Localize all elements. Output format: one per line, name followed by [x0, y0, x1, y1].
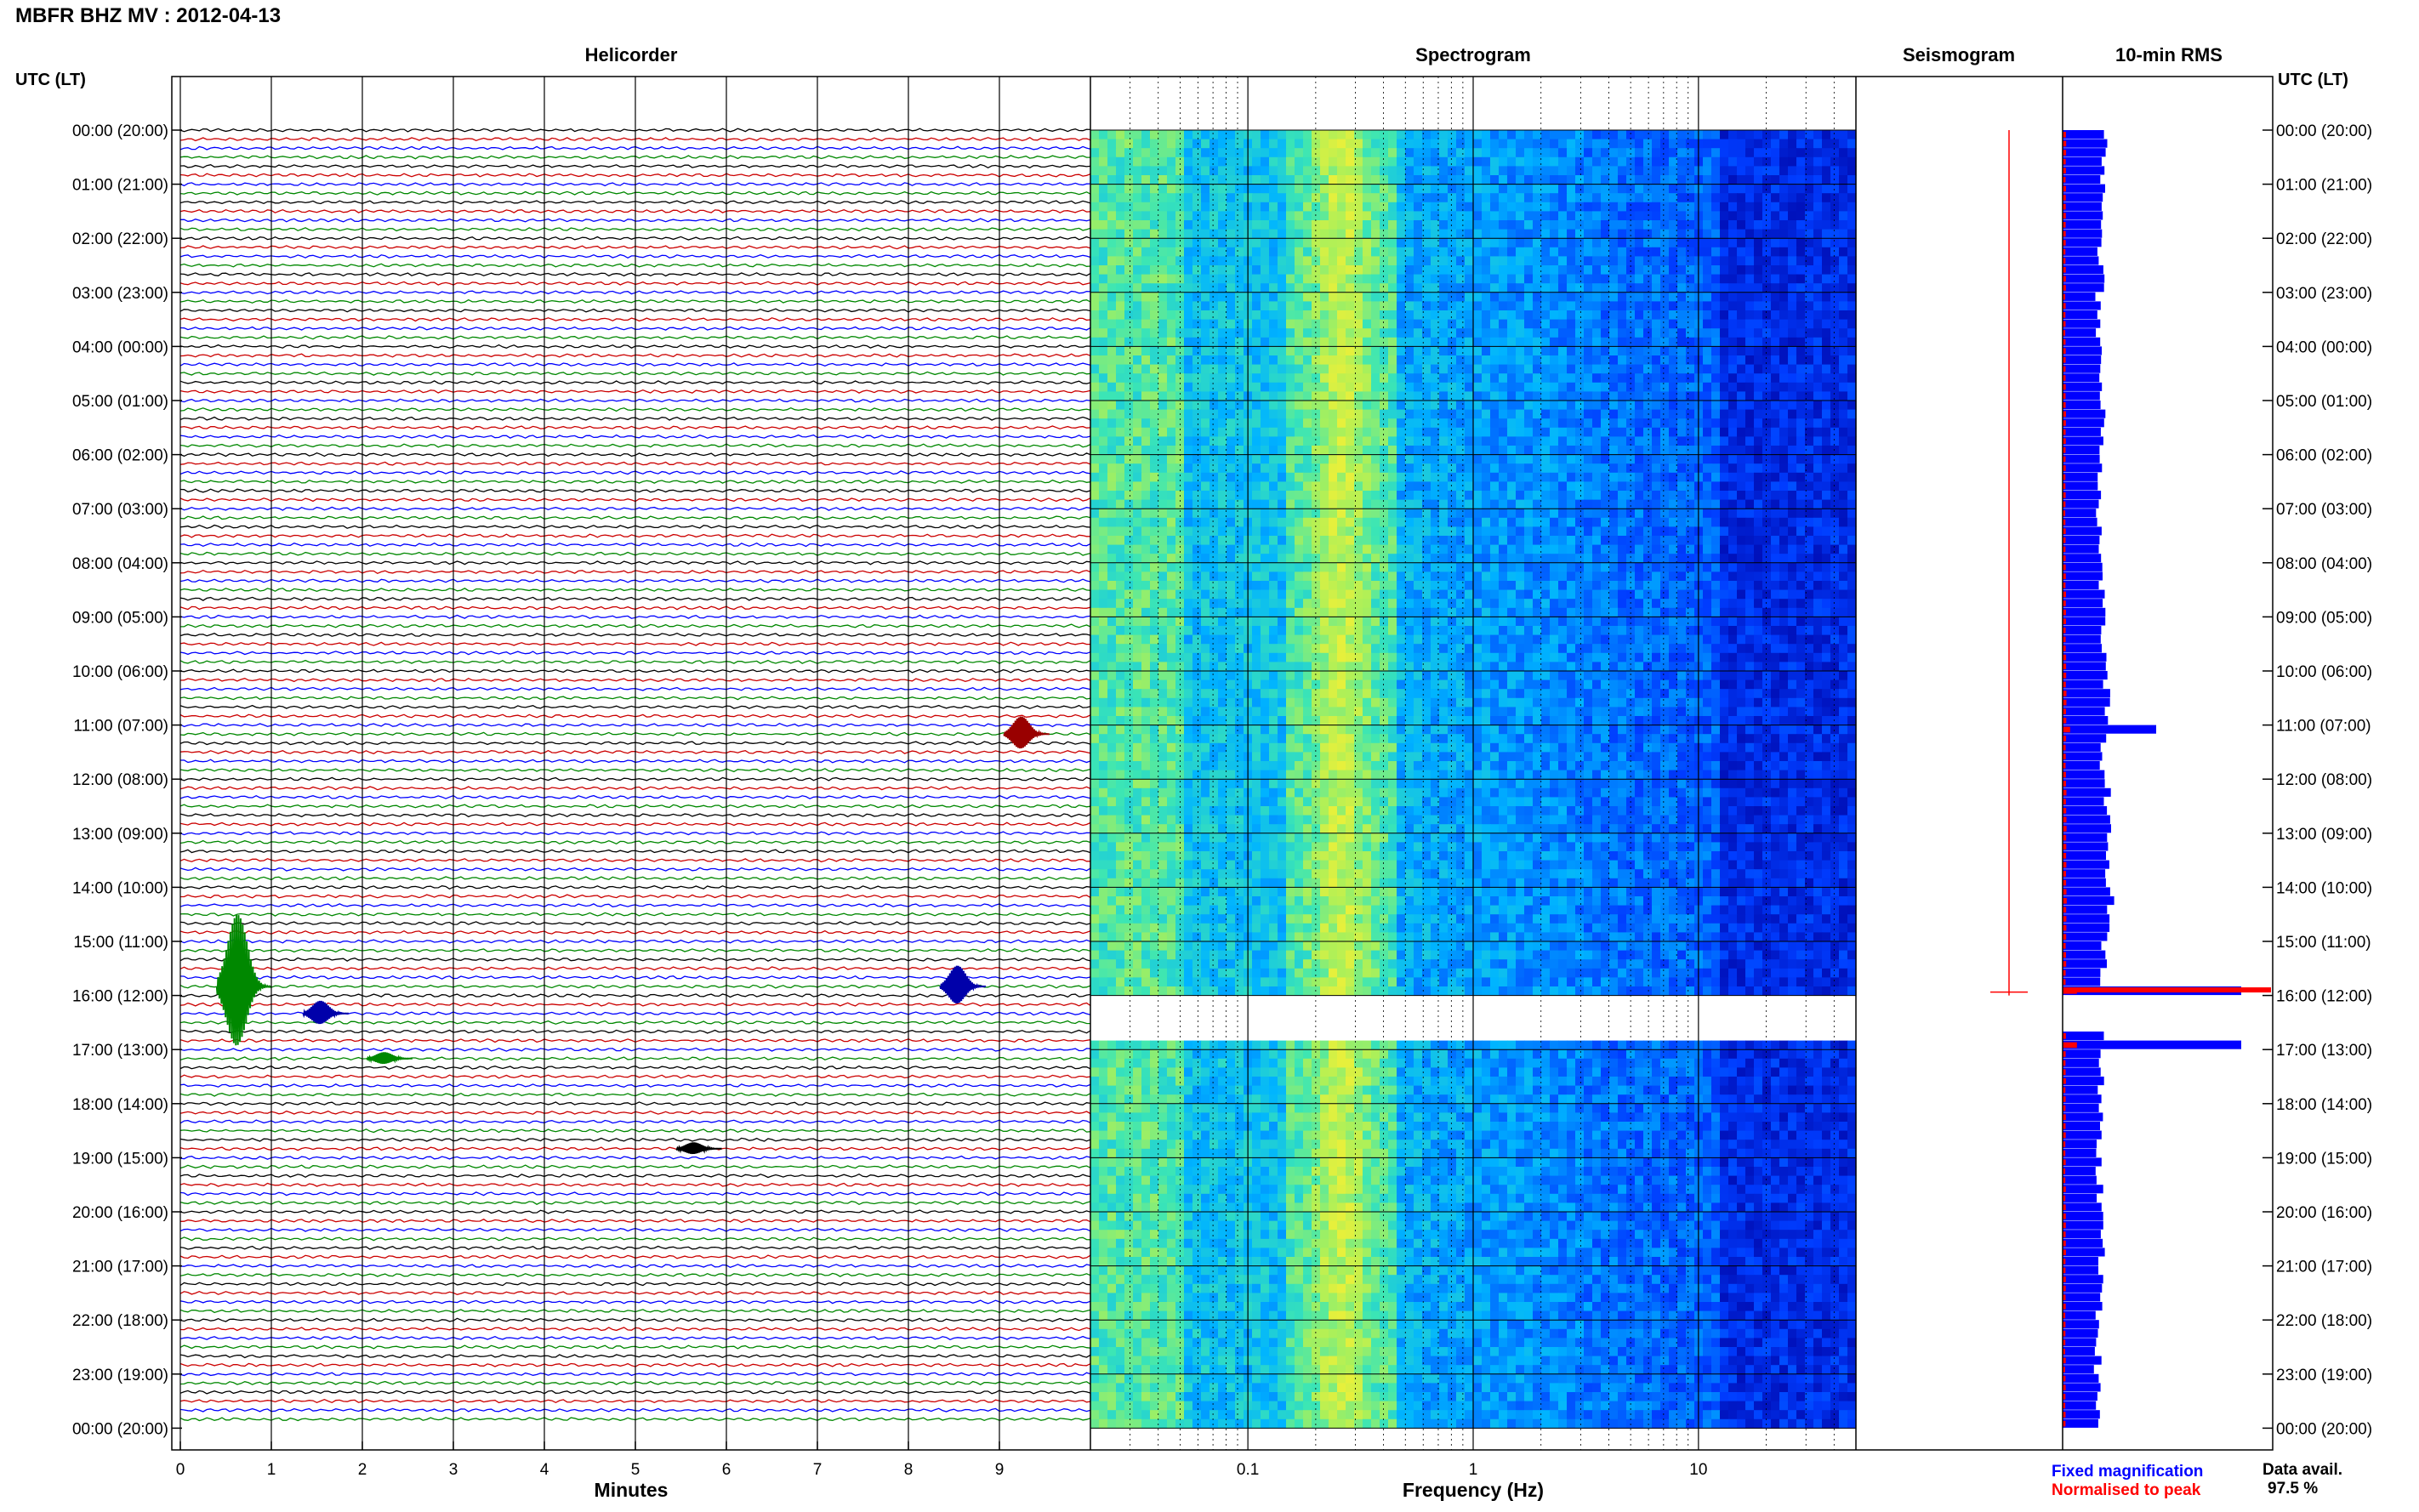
legend-normalised: Normalised to peak: [2052, 1481, 2201, 1499]
time-label-left: 05:00 (01:00): [72, 393, 168, 411]
time-label-left: 00:00 (20:00): [72, 122, 168, 140]
time-label-left: 16:00 (12:00): [72, 988, 168, 1006]
time-label-left: 10:00 (06:00): [72, 663, 168, 681]
data-avail-label: Data avail.: [2262, 1461, 2342, 1479]
helicorder-title: Helicorder: [585, 44, 678, 65]
minute-tick-label: 2: [358, 1461, 367, 1479]
time-label-left: 21:00 (17:00): [72, 1259, 168, 1276]
rms-bars: [2063, 130, 2271, 1428]
time-label-left: 18:00 (14:00): [72, 1096, 168, 1114]
time-label-right: 04:00 (00:00): [2276, 338, 2372, 356]
time-label-right: 20:00 (16:00): [2276, 1204, 2372, 1222]
time-label-right: 12:00 (08:00): [2276, 771, 2372, 789]
minute-tick-label: 1: [267, 1461, 276, 1479]
seismogram-trace: [1990, 130, 2028, 996]
time-label-left: 09:00 (05:00): [72, 609, 168, 627]
time-label-right: 14:00 (10:00): [2276, 879, 2372, 897]
time-label-left: 08:00 (04:00): [72, 555, 168, 573]
time-label-right: 06:00 (02:00): [2276, 447, 2372, 465]
time-label-left: 03:00 (23:00): [72, 285, 168, 303]
minute-tick-label: 7: [813, 1461, 822, 1479]
time-label-right: 00:00 (20:00): [2276, 122, 2372, 140]
time-label-right: 13:00 (09:00): [2276, 826, 2372, 844]
time-label-left: 13:00 (09:00): [72, 826, 168, 844]
time-label-right: 19:00 (15:00): [2276, 1150, 2372, 1168]
time-label-left: 11:00 (07:00): [73, 718, 168, 736]
frequency-tick-label: 10: [1689, 1461, 1707, 1479]
time-label-right: 00:00 (20:00): [2276, 1420, 2372, 1438]
time-label-left: 23:00 (19:00): [72, 1367, 168, 1384]
spectrogram-heatmap: [1090, 130, 1857, 1429]
minute-tick-label: 0: [176, 1461, 185, 1479]
time-label-left: 17:00 (13:00): [72, 1042, 168, 1060]
left-axis-label: UTC (LT): [15, 71, 86, 89]
x-axis-label-minutes: Minutes: [595, 1479, 669, 1501]
time-label-left: 12:00 (08:00): [72, 771, 168, 789]
legend-fixed: Fixed magnification: [2052, 1463, 2203, 1481]
time-label-right: 08:00 (04:00): [2276, 555, 2372, 573]
time-label-right: 15:00 (11:00): [2276, 934, 2371, 952]
time-label-right: 11:00 (07:00): [2276, 718, 2371, 736]
time-label-right: 21:00 (17:00): [2276, 1259, 2372, 1276]
plot-frames: [171, 76, 2274, 1451]
time-label-left: 15:00 (11:00): [73, 934, 168, 952]
time-label-right: 10:00 (06:00): [2276, 663, 2372, 681]
minute-tick-label: 4: [540, 1461, 549, 1479]
time-label-left: 20:00 (16:00): [72, 1204, 168, 1222]
time-label-left: 07:00 (03:00): [72, 501, 168, 519]
minute-tick-label: 6: [722, 1461, 731, 1479]
spectrogram-title: Spectrogram: [1415, 44, 1531, 65]
time-label-right: 02:00 (22:00): [2276, 230, 2372, 248]
frequency-tick-label: 1: [1469, 1461, 1478, 1479]
rms-title: 10-min RMS: [2115, 44, 2223, 65]
time-label-right: 09:00 (05:00): [2276, 609, 2372, 627]
time-label-left: 01:00 (21:00): [72, 177, 168, 195]
minute-tick-label: 5: [631, 1461, 640, 1479]
right-axis-label: UTC (LT): [2278, 71, 2348, 89]
time-label-right: 22:00 (18:00): [2276, 1312, 2372, 1330]
time-label-left: 04:00 (00:00): [72, 338, 168, 356]
time-label-left: 02:00 (22:00): [72, 230, 168, 248]
time-label-right: 23:00 (19:00): [2276, 1367, 2372, 1384]
data-avail-value: 97.5 %: [2268, 1480, 2318, 1498]
minute-tick-label: 8: [904, 1461, 914, 1479]
axis-labels: 00:00 (20:00) 00:00 (20:00) 01:00 (21:00) 0…: [72, 122, 2372, 1479]
time-label-left: 06:00 (02:00): [72, 447, 168, 465]
time-label-left: 22:00 (18:00): [72, 1312, 168, 1330]
time-label-left: 14:00 (10:00): [72, 879, 168, 897]
page-title: MBFR BHZ MV : 2012-04-13: [15, 4, 281, 27]
time-label-right: 03:00 (23:00): [2276, 285, 2372, 303]
seismogram-title: Seismogram: [1903, 44, 2015, 65]
minute-tick-label: 3: [449, 1461, 458, 1479]
time-label-right: 07:00 (03:00): [2276, 501, 2372, 519]
time-label-right: 01:00 (21:00): [2276, 177, 2372, 195]
time-label-right: 05:00 (01:00): [2276, 393, 2372, 411]
time-label-right: 17:00 (13:00): [2276, 1042, 2372, 1060]
time-label-right: 16:00 (12:00): [2276, 988, 2372, 1006]
time-label-left: 00:00 (20:00): [72, 1420, 168, 1438]
time-label-right: 18:00 (14:00): [2276, 1096, 2372, 1114]
minute-tick-label: 9: [995, 1461, 1005, 1479]
frequency-tick-label: 0.1: [1237, 1461, 1259, 1479]
time-label-left: 19:00 (15:00): [72, 1150, 168, 1168]
x-axis-label-frequency: Frequency (Hz): [1403, 1479, 1544, 1501]
